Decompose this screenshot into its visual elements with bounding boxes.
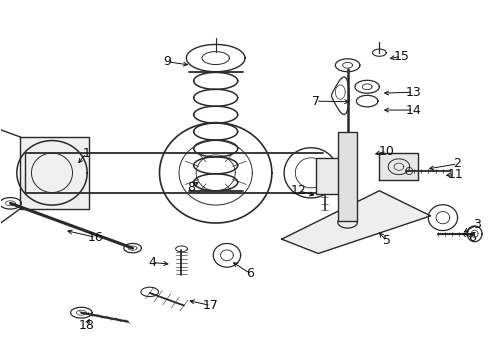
Bar bbox=[338, 132, 357, 221]
Text: 16: 16 bbox=[88, 231, 104, 244]
Text: 5: 5 bbox=[383, 234, 391, 247]
Text: 14: 14 bbox=[406, 104, 421, 117]
Polygon shape bbox=[20, 137, 89, 209]
Text: 11: 11 bbox=[447, 168, 463, 181]
Text: 6: 6 bbox=[468, 231, 476, 244]
Text: 15: 15 bbox=[393, 50, 409, 63]
Text: 2: 2 bbox=[454, 157, 462, 170]
Text: 8: 8 bbox=[187, 181, 195, 194]
Text: 17: 17 bbox=[203, 299, 219, 312]
Polygon shape bbox=[282, 191, 431, 253]
Text: 9: 9 bbox=[163, 55, 171, 68]
Text: 10: 10 bbox=[379, 145, 394, 158]
Text: 3: 3 bbox=[473, 218, 481, 231]
Text: 4: 4 bbox=[148, 256, 156, 269]
Text: 7: 7 bbox=[312, 95, 320, 108]
Text: 1: 1 bbox=[82, 147, 90, 159]
Polygon shape bbox=[379, 153, 418, 180]
Text: 18: 18 bbox=[78, 319, 94, 332]
Text: 13: 13 bbox=[406, 86, 421, 99]
Text: 6: 6 bbox=[246, 267, 254, 280]
Text: 12: 12 bbox=[291, 184, 307, 197]
Bar bbox=[316, 158, 350, 194]
